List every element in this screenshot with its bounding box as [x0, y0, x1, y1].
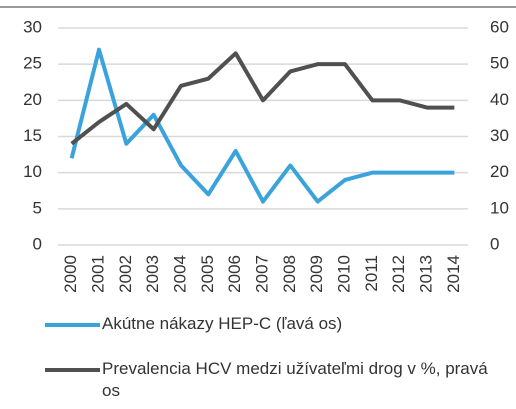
x-tick-label: 2014: [444, 255, 463, 293]
legend-entry-box: Prevalencia HCV medzi užívateľmi drog v …: [102, 359, 488, 400]
y2-tick-label: 20: [490, 162, 509, 181]
x-tick-label: 2013: [416, 255, 435, 293]
x-tick-label: 2008: [280, 255, 299, 293]
x-tick-label: 2012: [389, 255, 408, 293]
x-tick-label: 2000: [61, 255, 80, 293]
x-tick-label: 2004: [170, 255, 189, 293]
x-tick-label: 2011: [362, 255, 381, 292]
legend-label: Akútne nákazy HEP-C (ľavá os): [102, 314, 343, 333]
series-line: [70, 51, 455, 146]
legend-entry-box: Akútne nákazy HEP-C (ľavá os): [102, 314, 343, 333]
y2-tick-label: 40: [490, 90, 509, 109]
y-tick-label: 25: [23, 54, 42, 73]
y2-tick-label: 10: [490, 198, 509, 217]
y-tick-label: 10: [23, 162, 42, 181]
x-tick-label: 2001: [88, 255, 107, 293]
y2-tick-label: 60: [490, 17, 509, 36]
y2-tick-label: 30: [490, 126, 509, 145]
y-tick-label: 0: [33, 234, 42, 253]
x-tick-label: 2009: [307, 255, 326, 293]
x-tick-label: 2002: [116, 255, 135, 293]
x-tick-label: 2003: [143, 255, 162, 293]
y-tick-label: 20: [23, 90, 42, 109]
x-tick-label: 2007: [252, 255, 271, 293]
y2-tick-label: 0: [490, 234, 499, 253]
y-tick-label: 30: [23, 17, 42, 36]
x-tick-label: 2010: [334, 255, 353, 293]
x-tick-label: 2005: [198, 255, 217, 293]
y-tick-label: 15: [23, 126, 42, 145]
y-tick-label: 5: [33, 198, 42, 217]
x-tick-label: 2006: [225, 255, 244, 293]
legend-label: Prevalencia HCV medzi užívateľmi drog v …: [102, 359, 488, 400]
y2-tick-label: 50: [490, 54, 509, 73]
series-line: [69, 47, 455, 204]
